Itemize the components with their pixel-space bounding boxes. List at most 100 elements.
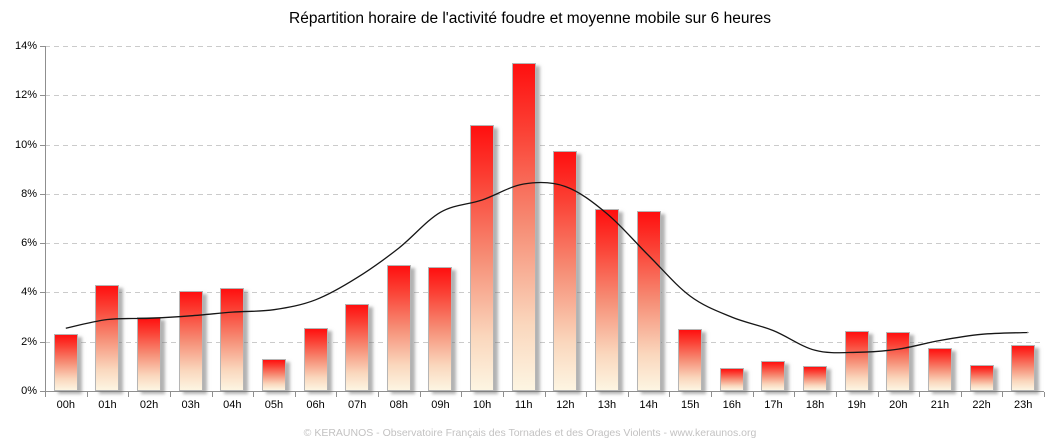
x-axis-tick	[835, 392, 837, 397]
x-axis-label: 08h	[389, 399, 408, 411]
x-axis-label: 04h	[223, 399, 242, 411]
x-axis-label: 14h	[639, 399, 658, 411]
y-axis-label: 0%	[21, 385, 37, 397]
x-axis-label: 05h	[264, 399, 284, 411]
x-axis-tick	[544, 392, 546, 397]
x-axis-label: 22h	[972, 399, 991, 411]
bar-10h	[470, 124, 495, 391]
y-axis-label: 10%	[14, 138, 37, 151]
y-axis-label: 2%	[21, 335, 37, 348]
x-axis-tick	[336, 392, 338, 397]
bar-05h	[261, 358, 286, 391]
y-gridline	[45, 243, 1044, 245]
x-axis-tick	[253, 392, 255, 397]
x-axis-tick	[211, 392, 213, 397]
bar-06h	[303, 328, 328, 391]
y-axis-tick	[40, 341, 45, 343]
bar-13h	[594, 208, 619, 391]
bar-16h	[719, 367, 744, 391]
x-axis-line	[45, 391, 1044, 392]
x-axis-label: 18h	[805, 399, 825, 411]
x-axis-label: 17h	[764, 399, 783, 411]
bar-22h	[969, 365, 994, 391]
y-axis-tick	[40, 144, 45, 146]
x-axis-label: 21h	[930, 399, 950, 411]
y-axis-label: 14%	[14, 40, 37, 52]
bar-14h	[636, 211, 661, 391]
x-axis-label: 19h	[847, 399, 866, 411]
x-axis-label: 00h	[56, 399, 75, 411]
bar-02h	[137, 317, 162, 391]
y-gridline	[45, 193, 1044, 195]
chart-title: Répartition horaire de l'activité foudre…	[289, 10, 771, 27]
bar-07h	[345, 303, 370, 391]
x-axis-label: 01h	[98, 399, 117, 411]
y-axis-tick	[40, 46, 45, 47]
x-axis-tick	[502, 392, 504, 397]
x-axis-tick	[294, 392, 296, 397]
bar-20h	[886, 331, 911, 391]
x-axis-label: 03h	[181, 399, 200, 411]
x-axis-label: 06h	[306, 399, 325, 411]
y-axis-label: 12%	[14, 89, 37, 102]
x-axis-label: 10h	[472, 399, 492, 411]
x-axis-tick	[586, 392, 588, 397]
bar-04h	[220, 287, 245, 391]
x-axis-label: 16h	[722, 399, 741, 411]
y-gridline	[45, 144, 1044, 146]
x-axis-tick	[169, 392, 171, 397]
x-axis-tick	[461, 392, 463, 397]
x-axis-label: 02h	[139, 399, 159, 411]
x-axis-tick	[45, 392, 46, 397]
x-axis-tick	[919, 392, 921, 397]
bar-00h	[53, 334, 78, 391]
x-axis-label: 15h	[681, 399, 700, 411]
copyright-footer: © KERAUNOS - Observatoire Français des T…	[303, 427, 757, 439]
x-axis-tick	[1044, 392, 1045, 397]
x-axis-tick	[419, 392, 421, 397]
x-axis-tick	[877, 392, 879, 397]
x-axis-tick	[86, 392, 88, 397]
bar-23h	[1011, 345, 1036, 391]
y-gridline	[45, 46, 1044, 47]
x-axis-tick	[960, 392, 962, 397]
y-axis-label: 8%	[21, 187, 37, 200]
x-axis-tick	[128, 392, 130, 397]
x-axis-tick	[669, 392, 671, 397]
bar-03h	[178, 291, 203, 391]
y-gridline	[45, 95, 1044, 97]
x-axis-label: 11h	[514, 399, 533, 411]
x-axis-tick	[627, 392, 629, 397]
bar-17h	[761, 361, 786, 391]
y-axis-tick	[40, 391, 45, 392]
bar-18h	[803, 366, 828, 391]
x-axis-label: 23h	[1014, 399, 1033, 411]
bar-21h	[927, 347, 952, 391]
bar-01h	[95, 285, 120, 391]
x-axis-tick	[711, 392, 712, 397]
x-axis-label: 13h	[597, 399, 617, 411]
bar-11h	[511, 63, 536, 391]
x-axis-label: 07h	[348, 399, 367, 411]
x-axis-tick	[378, 392, 379, 397]
bar-08h	[386, 265, 411, 391]
x-axis-tick	[794, 392, 796, 397]
x-axis-label: 12h	[556, 399, 575, 411]
y-axis-tick	[40, 193, 45, 195]
bar-09h	[428, 266, 453, 391]
bar-12h	[553, 150, 578, 391]
x-axis-tick	[1002, 392, 1004, 397]
x-axis-label: 20h	[889, 399, 908, 411]
y-axis-tick	[40, 95, 45, 97]
x-axis-label: 09h	[431, 399, 450, 411]
y-axis-label: 6%	[21, 237, 37, 250]
y-axis-line	[45, 46, 46, 391]
bar-15h	[678, 329, 703, 391]
y-axis-label: 4%	[21, 286, 37, 299]
y-axis-tick	[40, 292, 45, 294]
y-axis-tick	[40, 243, 45, 245]
bar-19h	[844, 330, 869, 391]
x-axis-tick	[752, 392, 754, 397]
